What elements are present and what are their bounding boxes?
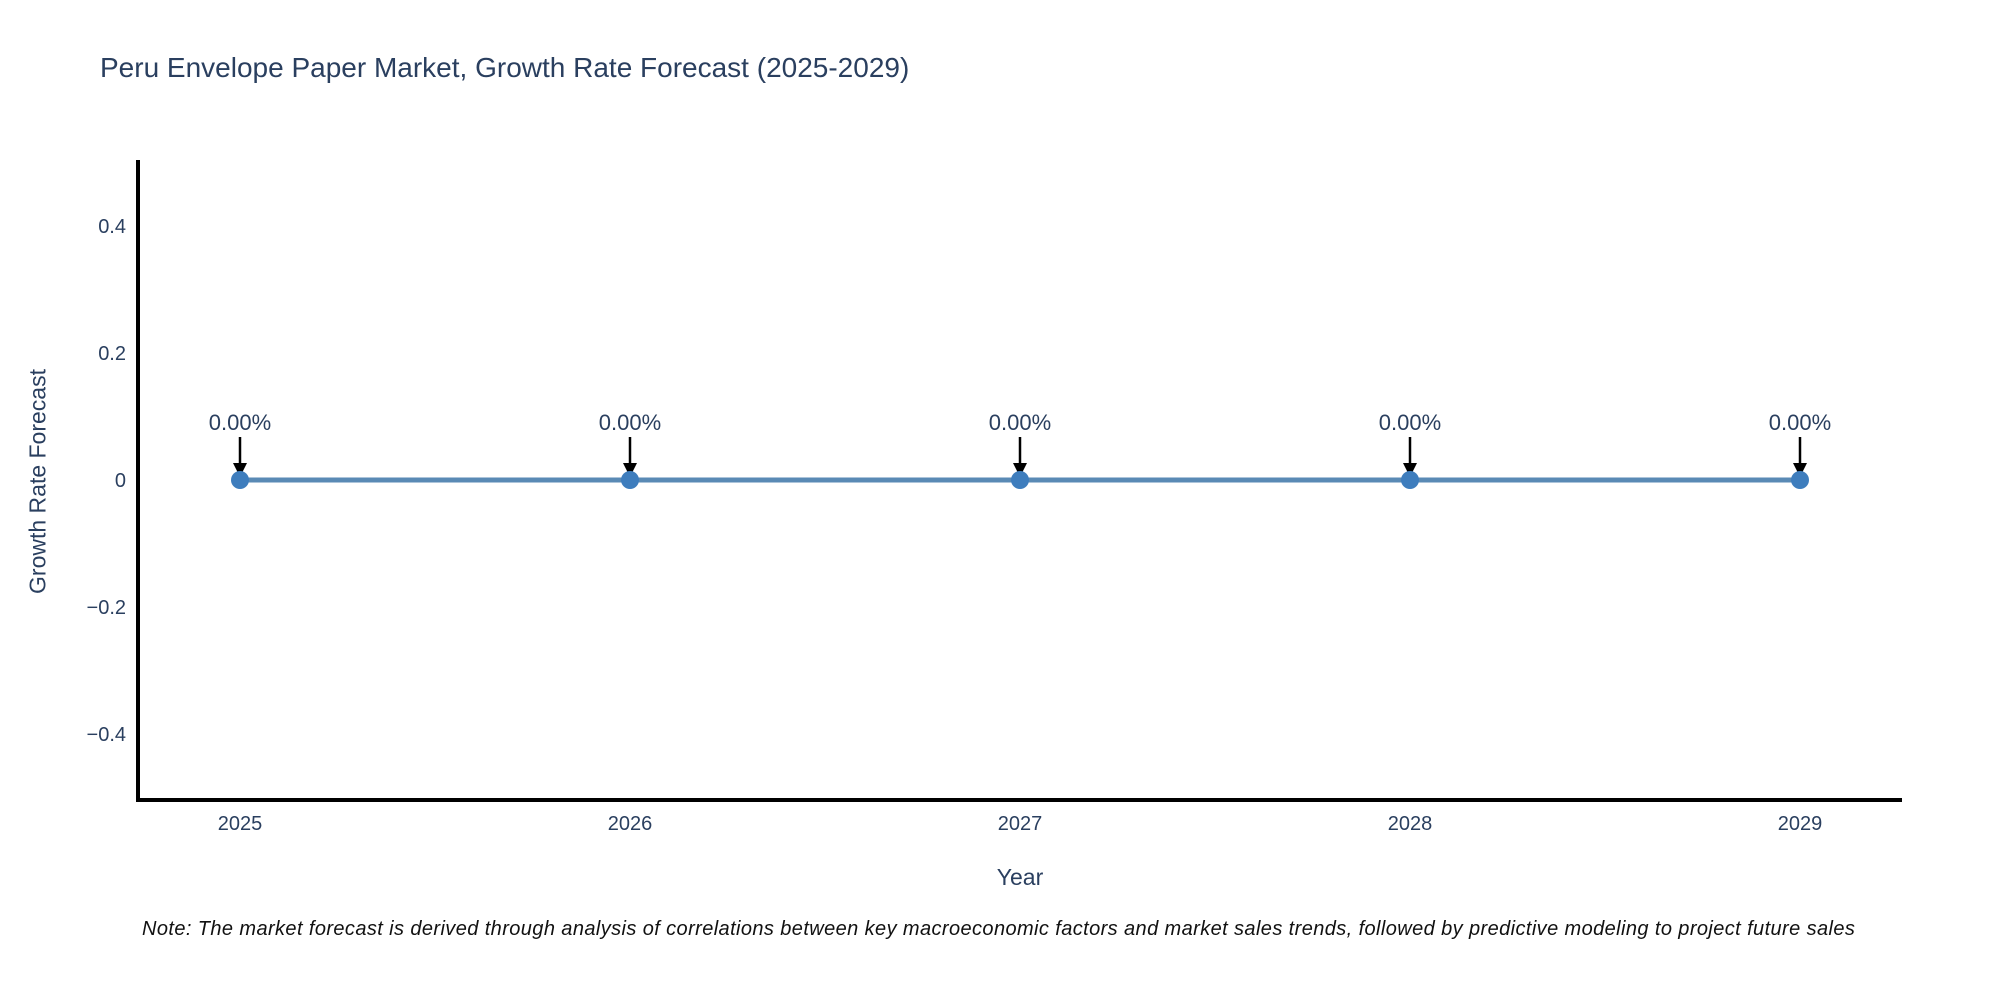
footnote: Note: The market forecast is derived thr… [142,918,1856,940]
y-tick-label: 0.4 [98,216,126,238]
x-tick-label: 2026 [608,813,653,835]
x-axis-label: Year [996,864,1044,890]
x-tick-label: 2027 [998,813,1043,835]
chart-title: Peru Envelope Paper Market, Growth Rate … [100,52,910,83]
annotation-arrowhead [1793,463,1807,477]
x-tick-label: 2025 [218,813,263,835]
annotation-label: 0.00% [1379,410,1441,435]
annotation-arrowhead [1403,463,1417,477]
annotation-label: 0.00% [599,410,661,435]
data-point-marker [1791,471,1809,489]
annotation-arrowhead [1013,463,1027,477]
x-tick-label: 2028 [1388,813,1433,835]
y-tick-label: 0.2 [98,343,126,365]
x-tick-label: 2029 [1778,813,1823,835]
y-tick-label: −0.4 [87,724,126,746]
annotation-arrowhead [623,463,637,477]
data-point-marker [1401,471,1419,489]
y-tick-label: 0 [115,470,126,492]
annotation-arrowhead [233,463,247,477]
data-point-marker [1011,471,1029,489]
data-point-marker [231,471,249,489]
data-point-marker [621,471,639,489]
annotation-label: 0.00% [209,410,271,435]
annotation-label: 0.00% [989,410,1051,435]
y-tick-label: −0.2 [87,597,126,619]
annotation-label: 0.00% [1769,410,1831,435]
